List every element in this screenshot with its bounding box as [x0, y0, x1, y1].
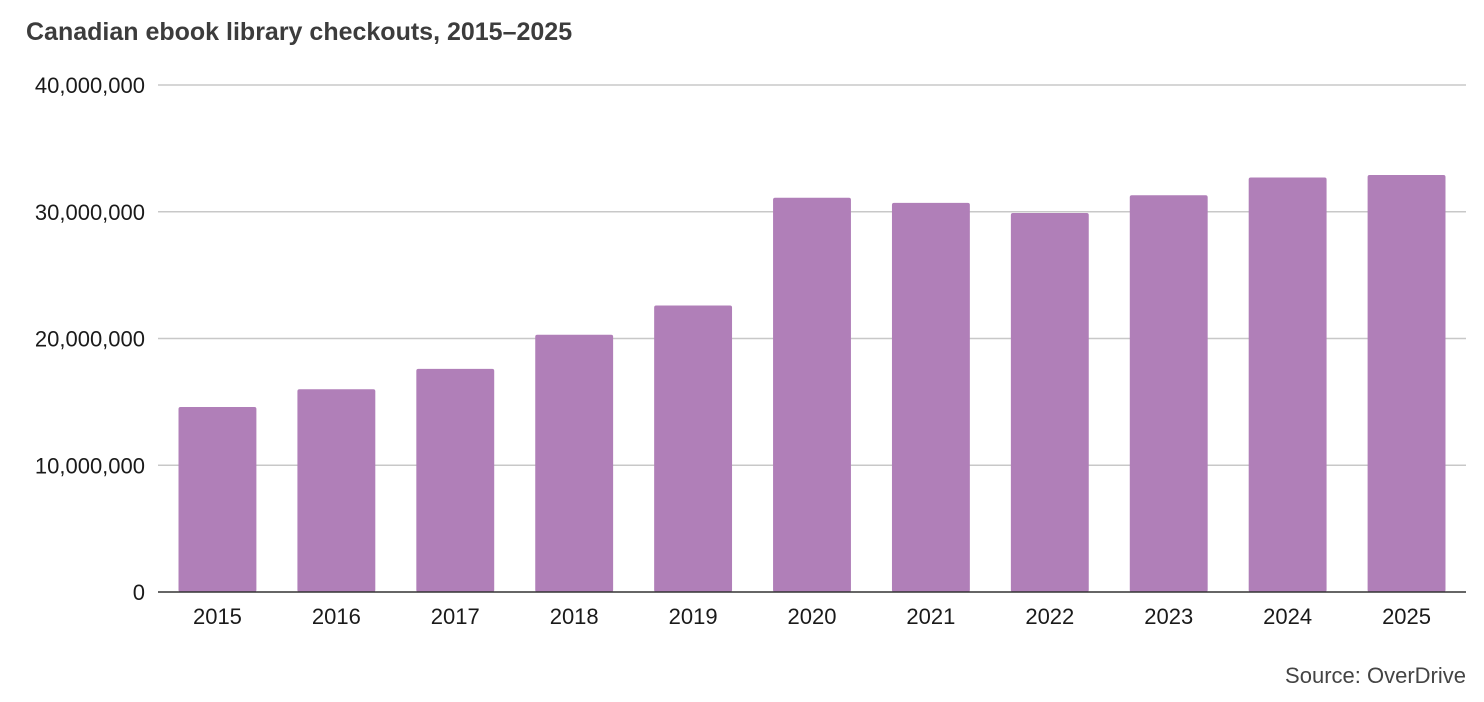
x-tick-label: 2023 — [1144, 604, 1193, 629]
bar-2015 — [178, 406, 257, 592]
x-tick-label: 2024 — [1263, 604, 1312, 629]
bar-2022 — [1010, 213, 1089, 592]
chart-title: Canadian ebook library checkouts, 2015–2… — [26, 18, 573, 46]
source-note: Source: OverDrive — [1285, 663, 1466, 688]
bar-2021 — [891, 202, 970, 592]
bar-2019 — [654, 305, 733, 592]
bar-2020 — [773, 197, 851, 592]
x-tick-label: 2017 — [431, 604, 480, 629]
bar-2023 — [1129, 195, 1208, 592]
bar-2025 — [1367, 174, 1446, 592]
bars — [178, 174, 1446, 592]
y-tick-label: 40,000,000 — [35, 73, 145, 98]
x-tick-label: 2021 — [906, 604, 955, 629]
bar-2016 — [297, 389, 376, 592]
y-tick-label: 10,000,000 — [35, 453, 145, 478]
bar-2024 — [1248, 177, 1327, 592]
y-tick-label: 20,000,000 — [35, 327, 145, 352]
x-tick-label: 2020 — [788, 604, 837, 629]
x-tick-label: 2018 — [550, 604, 599, 629]
x-axis-tick-labels: 2015 2016 2017 2018 2019 2020 2021 2022 2023 2024… — [193, 604, 1431, 629]
x-tick-label: 2015 — [193, 604, 242, 629]
bar-2018 — [535, 334, 614, 592]
y-axis-tick-labels: 0 10,000,000 20,000,000 30,000,000 40,000,00… — [35, 73, 145, 605]
x-tick-label: 2022 — [1025, 604, 1074, 629]
x-tick-label: 2019 — [669, 604, 718, 629]
y-tick-label: 0 — [133, 580, 145, 605]
x-tick-label: 2016 — [312, 604, 361, 629]
bar-2017 — [416, 368, 495, 592]
x-tick-label: 2025 — [1382, 604, 1431, 629]
y-tick-label: 30,000,000 — [35, 200, 145, 225]
